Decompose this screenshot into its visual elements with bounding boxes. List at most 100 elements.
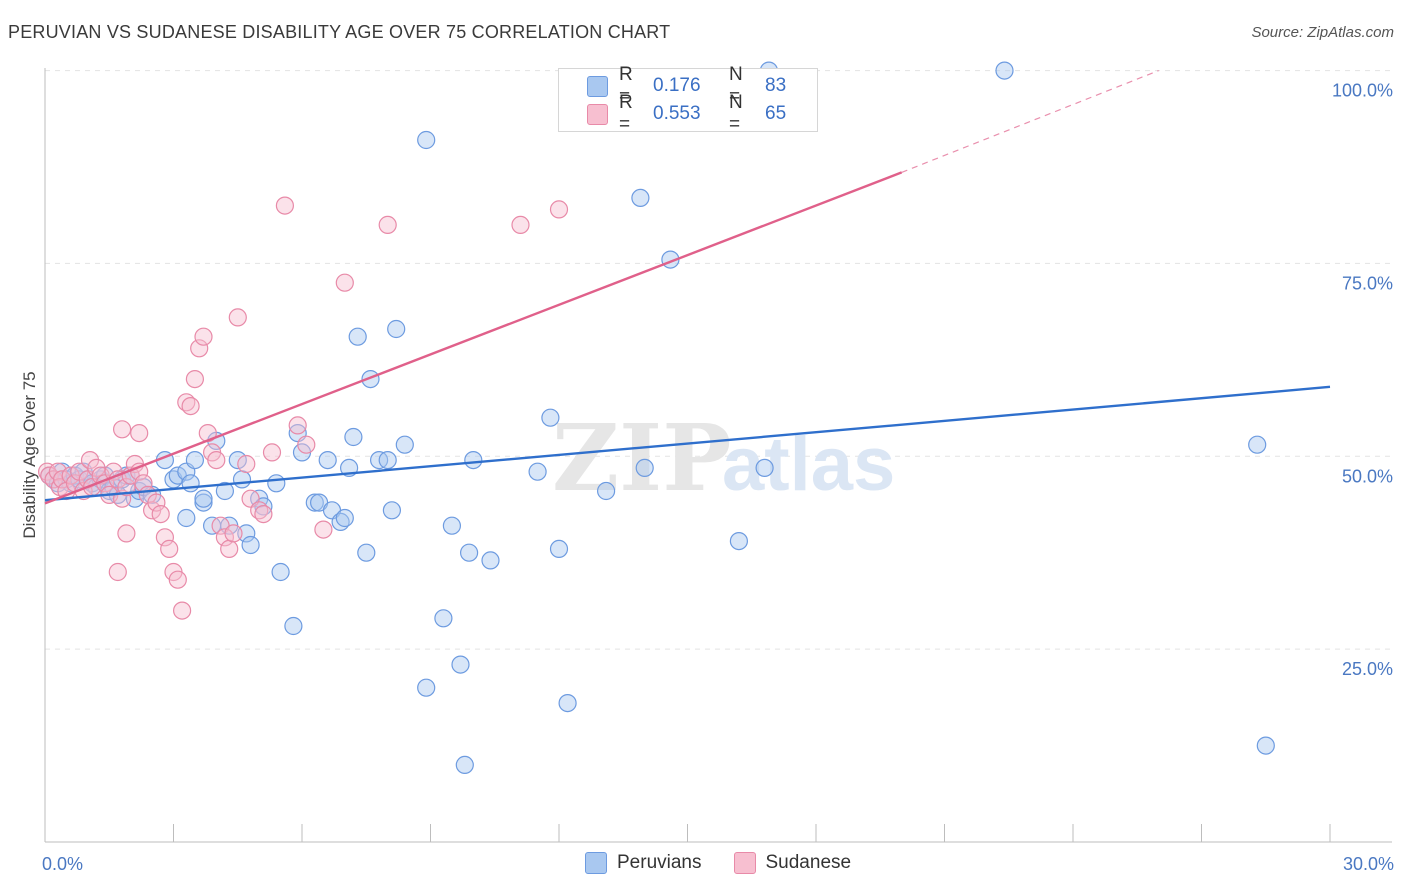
point-sudanese: [262, 443, 282, 462]
point-peruvians: [558, 693, 577, 713]
legend-r-value: 0.553: [653, 103, 701, 124]
x-tick-label: 30.0%: [1343, 854, 1394, 874]
point-peruvians: [215, 481, 234, 501]
point-sudanese: [335, 273, 354, 292]
point-sudanese: [160, 539, 179, 559]
point-sudanese: [220, 539, 239, 559]
point-peruvians: [344, 427, 363, 447]
series-legend: Peruvians Sudanese: [585, 852, 883, 874]
trend-lines: [44, 70, 1331, 505]
point-sudanese: [151, 504, 170, 524]
trend-extension-sudanese: [901, 70, 1159, 173]
point-sudanese: [147, 493, 166, 512]
point-sudanese: [511, 215, 530, 234]
point-peruvians: [181, 474, 200, 493]
point-sudanese: [378, 215, 397, 234]
point-peruvians: [596, 481, 616, 501]
point-sudanese: [108, 562, 127, 582]
point-peruvians: [185, 451, 204, 470]
y-tick-label: 100.0%: [1332, 81, 1393, 101]
legend-n-value: 83: [765, 75, 787, 96]
source-label: Source: ZipAtlas.com: [1251, 24, 1394, 41]
watermark-zip: ZIP: [552, 404, 731, 512]
point-peruvians: [284, 616, 303, 636]
point-peruvians: [528, 462, 547, 481]
point-sudanese: [237, 454, 256, 474]
point-sudanese: [130, 424, 149, 443]
point-sudanese: [155, 528, 174, 547]
legend-r-label: R =: [619, 92, 633, 135]
legend-swatch-peruvians: [587, 75, 608, 97]
series-sudanese: [37, 196, 569, 620]
point-sudanese: [288, 416, 307, 435]
point-sudanese: [224, 524, 243, 543]
y-tick-label: 75.0%: [1342, 273, 1393, 293]
point-sudanese: [185, 370, 204, 389]
point-peruvians: [228, 451, 247, 470]
point-peruvians: [387, 319, 406, 339]
trend-line-sudanese: [44, 171, 903, 505]
point-sudanese: [297, 435, 316, 454]
point-peruvians: [442, 516, 461, 535]
point-peruvians: [464, 451, 483, 470]
point-peruvians: [241, 535, 260, 555]
point-peruvians: [755, 458, 774, 477]
point-sudanese: [194, 327, 213, 346]
point-peruvians: [1248, 435, 1267, 454]
point-peruvians: [460, 543, 479, 562]
legend-r-label: R =: [619, 64, 633, 107]
grid-lines: [45, 70, 1392, 650]
watermark: ZIP atlas: [552, 404, 895, 512]
point-peruvians: [1256, 736, 1275, 755]
watermark-atlas: atlas: [722, 422, 895, 507]
point-sudanese: [190, 339, 209, 358]
point-peruvians: [194, 493, 213, 512]
legend-label-sudanese: Sudanese: [765, 852, 852, 873]
point-sudanese: [215, 528, 234, 547]
point-sudanese: [549, 200, 569, 219]
point-peruvians: [451, 655, 470, 674]
legend-item-sudanese[interactable]: Sudanese: [733, 852, 852, 874]
point-peruvians: [305, 493, 324, 512]
tick-labels: 25.0% 50.0% 75.0% 100.0% 0.0% 30.0%: [42, 81, 1394, 874]
point-sudanese: [254, 504, 273, 524]
point-sudanese: [112, 420, 132, 439]
point-peruvians: [455, 755, 474, 775]
y-tick-label: 50.0%: [1342, 466, 1393, 486]
point-sudanese: [117, 478, 136, 497]
point-peruvians: [335, 508, 354, 528]
point-peruvians: [541, 408, 560, 427]
legend-item-peruvians[interactable]: Peruvians: [585, 852, 702, 874]
point-sudanese: [117, 524, 136, 543]
legend-swatch-sudanese: [587, 103, 608, 125]
point-peruvians: [395, 435, 414, 454]
legend-label-peruvians: Peruvians: [617, 852, 702, 873]
point-peruvians: [729, 531, 749, 551]
point-sudanese: [207, 451, 226, 470]
legend-swatch-sudanese: [733, 852, 756, 874]
legend-r-value: 0.176: [653, 75, 701, 96]
point-peruvians: [382, 501, 401, 520]
point-peruvians: [434, 609, 453, 628]
stats-legend: R = 0.176 N = 83 R = 0.553 N = 65: [558, 64, 818, 135]
point-peruvians: [635, 458, 654, 477]
chart-title: PERUVIAN VS SUDANESE DISABILITY AGE OVER…: [8, 22, 671, 42]
point-peruvians: [378, 451, 397, 470]
legend-n-label: N =: [729, 64, 743, 107]
point-sudanese: [275, 196, 294, 215]
point-peruvians: [417, 130, 436, 150]
point-peruvians: [995, 61, 1014, 80]
point-peruvians: [348, 327, 367, 346]
point-sudanese: [181, 397, 200, 416]
x-tick-label: 0.0%: [42, 854, 83, 874]
point-peruvians: [357, 543, 376, 562]
y-axis-title: Disability Age Over 75: [20, 371, 39, 538]
legend-n-value: 65: [765, 103, 787, 124]
point-peruvians: [631, 188, 650, 207]
point-peruvians: [417, 678, 436, 697]
point-sudanese: [228, 308, 247, 327]
point-peruvians: [549, 539, 569, 559]
point-sudanese: [173, 601, 192, 620]
point-peruvians: [177, 508, 196, 528]
